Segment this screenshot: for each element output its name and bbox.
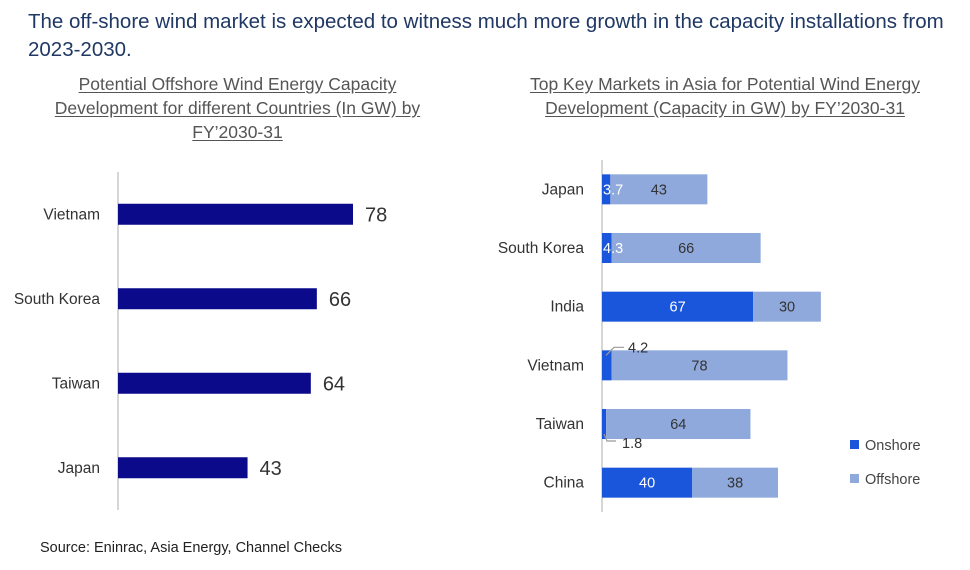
onshore-value-label: 4.2 xyxy=(628,340,648,356)
left-value-label: 66 xyxy=(329,289,351,311)
offshore-value-label: 64 xyxy=(670,417,686,433)
left-bar xyxy=(118,457,248,479)
left-category-label: Taiwan xyxy=(52,375,100,392)
left-bar xyxy=(118,203,353,225)
left-bar xyxy=(118,288,317,310)
offshore-bar xyxy=(606,409,751,439)
left-bar xyxy=(118,372,311,394)
right-category-label: India xyxy=(550,299,584,316)
onshore-value-label: 3.7 xyxy=(603,182,623,198)
onshore-bar xyxy=(602,233,612,263)
legend-offshore-swatch xyxy=(850,474,859,483)
onshore-value-label: 40 xyxy=(639,476,655,492)
headline: The off-shore wind market is expected to… xyxy=(28,10,944,61)
legend-onshore-swatch xyxy=(850,440,859,449)
offshore-bar xyxy=(753,291,821,322)
onshore-value-label: 67 xyxy=(670,300,686,316)
right-chart-title: Top Key Markets in Asia for Potential Wi… xyxy=(529,74,921,118)
onshore-value-label: 4.3 xyxy=(603,241,623,257)
onshore-bar xyxy=(602,467,693,498)
offshore-bar xyxy=(611,350,788,381)
onshore-bar xyxy=(602,174,611,205)
onshore-leader-line xyxy=(603,433,616,442)
offshore-value-label: 38 xyxy=(727,476,743,492)
onshore-leader-line xyxy=(605,346,624,356)
offshore-value-label: 78 xyxy=(691,358,707,374)
left-category-label: Vietnam xyxy=(43,206,100,223)
offshore-value-label: 30 xyxy=(779,300,795,316)
offshore-bar xyxy=(692,467,778,498)
onshore-bar xyxy=(602,350,612,381)
legend-offshore: Offshore xyxy=(850,472,920,488)
left-chart-title: Potential Offshore Wind Energy Capacity … xyxy=(54,74,421,142)
left-value-label: 43 xyxy=(260,458,282,480)
offshore-value-label: 66 xyxy=(678,241,694,257)
source-note: Source: Eninrac, Asia Energy, Channel Ch… xyxy=(40,540,342,556)
onshore-bar xyxy=(602,291,754,322)
right-category-label: China xyxy=(544,475,585,492)
right-category-label: Japan xyxy=(542,181,584,198)
offshore-value-label: 43 xyxy=(651,182,667,198)
left-value-label: 64 xyxy=(323,373,345,395)
right-category-label: Taiwan xyxy=(536,416,584,433)
legend-onshore-label: Onshore xyxy=(865,438,921,454)
offshore-bar xyxy=(611,233,761,263)
onshore-value-label: 1.8 xyxy=(622,436,642,452)
legend-onshore: Onshore xyxy=(850,438,921,454)
left-value-label: 78 xyxy=(365,204,387,226)
right-category-label: Vietnam xyxy=(527,357,584,374)
left-category-label: South Korea xyxy=(14,291,101,308)
left-category-label: Japan xyxy=(58,460,100,477)
legend-offshore-label: Offshore xyxy=(865,472,921,488)
right-category-label: South Korea xyxy=(498,240,585,257)
onshore-bar xyxy=(602,409,607,439)
offshore-bar xyxy=(610,174,708,205)
